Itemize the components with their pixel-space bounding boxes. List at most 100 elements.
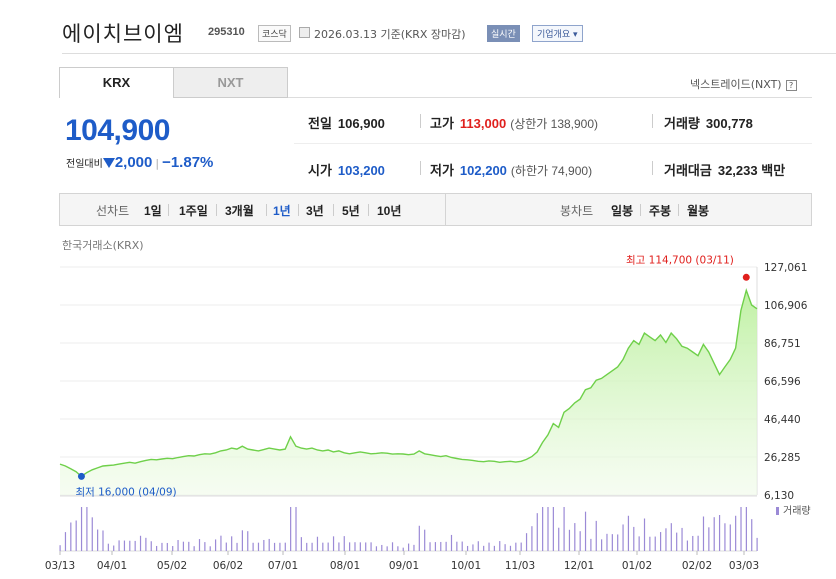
volume-bar xyxy=(70,522,72,551)
period-3y[interactable]: 3년 xyxy=(306,204,324,218)
exchange-tabs: KRX NXT xyxy=(59,67,288,98)
volume-bar xyxy=(75,520,77,551)
volume-bar xyxy=(633,526,635,551)
period-3m[interactable]: 3개월 xyxy=(225,204,254,218)
volume-bar xyxy=(525,533,528,551)
period-1w[interactable]: 1주일 xyxy=(179,204,208,218)
volume-bar xyxy=(59,545,61,551)
volume-bar xyxy=(466,545,469,551)
prev-close-value: 106,900 xyxy=(337,116,385,131)
info-divider xyxy=(420,161,421,175)
x-tick-label: 04/01 xyxy=(97,560,127,572)
clock-icon xyxy=(299,27,310,38)
max-point xyxy=(742,273,750,281)
down-arrow-icon xyxy=(102,158,115,168)
period-1d[interactable]: 1일 xyxy=(144,204,162,218)
y-tick-label: 26,285 xyxy=(764,452,801,464)
volume-bar xyxy=(472,544,474,551)
toolbar-separator xyxy=(333,204,334,216)
volume-bar xyxy=(80,507,83,551)
volume-bar xyxy=(724,523,726,551)
y-tick-label: 66,596 xyxy=(764,376,801,388)
volume-bar xyxy=(156,545,158,551)
volume-bar xyxy=(129,540,131,551)
low-label: 저가 xyxy=(430,163,454,178)
volume-bar xyxy=(445,541,447,551)
period-10y[interactable]: 10년 xyxy=(377,204,402,218)
nextrade-link[interactable]: 넥스트레이드(NXT)? xyxy=(690,76,797,92)
tab-krx[interactable]: KRX xyxy=(59,67,174,98)
period-1y[interactable]: 1년 xyxy=(273,204,291,218)
volume-bar xyxy=(676,532,678,551)
volume-bar xyxy=(220,535,222,551)
chart-toolbar: 선차트 1일 1주일 3개월 1년 3년 5년 10년 봉차트 일봉 주봉 월봉 xyxy=(59,193,812,226)
upper-limit: (상한가 138,900) xyxy=(510,117,599,131)
toolbar-separator xyxy=(678,204,679,216)
candle-weekly[interactable]: 주봉 xyxy=(649,204,672,218)
period-5y[interactable]: 5년 xyxy=(342,204,360,218)
volume-bar xyxy=(617,534,619,551)
volume-bar xyxy=(214,539,217,551)
volume-bar xyxy=(268,538,270,551)
volume-bar xyxy=(397,546,399,551)
volume-bar xyxy=(225,542,227,551)
volume-bar xyxy=(429,542,431,551)
volume-bar xyxy=(574,523,576,551)
stock-name: 에이치브이엠 xyxy=(62,22,184,46)
toolbar-separator xyxy=(368,204,369,216)
volume-bar xyxy=(692,535,694,551)
volume-bar xyxy=(365,542,367,551)
help-icon[interactable]: ? xyxy=(785,80,797,91)
volume-bar xyxy=(172,546,174,551)
info-divider xyxy=(420,114,421,128)
volume-bar xyxy=(718,515,721,551)
volume-bar xyxy=(134,540,136,551)
volume-bar xyxy=(91,517,93,551)
x-tick-label: 03/13 xyxy=(45,560,75,572)
volume-bar xyxy=(681,527,683,551)
change-label: 전일대비 xyxy=(66,159,103,170)
toolbar-divider xyxy=(445,194,446,225)
volume-bar xyxy=(177,540,179,551)
volume-bar xyxy=(311,542,313,551)
basis-time: 2026.03.13 기준(KRX 장마감) xyxy=(314,28,466,41)
volume-bar xyxy=(643,518,646,551)
price-chart[interactable]: 127,061 106,906 86,751 66,596 46,440 26,285 6,… xyxy=(0,250,836,579)
trade-value: 거래대금 32,233 백만 xyxy=(664,160,785,179)
volume-legend: 거래량 xyxy=(783,505,811,517)
y-tick-label: 86,751 xyxy=(764,338,801,350)
x-tick-label: 02/02 xyxy=(682,560,712,572)
x-tick-label: 12/01 xyxy=(564,560,594,572)
company-overview-button[interactable]: 기업개요 ▾ xyxy=(532,25,583,42)
volume-bar xyxy=(139,535,142,551)
lower-limit: (하한가 74,900) xyxy=(510,164,593,178)
volume-bar xyxy=(290,507,292,551)
tab-divider xyxy=(288,97,812,98)
realtime-badge[interactable]: 실시간 xyxy=(487,25,520,42)
volume-bar xyxy=(552,507,554,551)
stock-code: 295310 xyxy=(208,26,245,38)
volume-bar xyxy=(483,545,485,551)
volume-bar xyxy=(349,542,351,551)
volume-bar xyxy=(702,516,705,551)
candle-daily[interactable]: 일봉 xyxy=(611,204,634,218)
x-tick-label: 11/03 xyxy=(505,560,535,572)
candle-monthly[interactable]: 월봉 xyxy=(687,204,710,218)
separator: | xyxy=(155,157,160,170)
volume-legend-swatch xyxy=(776,507,779,515)
high-value: 113,000 xyxy=(459,116,507,131)
toolbar-separator xyxy=(216,204,217,216)
low-price: 저가 102,200 (하한가 74,900) xyxy=(430,160,592,179)
volume-bar xyxy=(665,528,667,551)
y-tick-label: 106,906 xyxy=(764,300,808,312)
volume-bar xyxy=(386,546,388,551)
volume-bar xyxy=(450,534,453,551)
volume-bar xyxy=(338,542,340,551)
volume-bar xyxy=(359,542,361,551)
volume-bar xyxy=(204,542,206,551)
tab-nxt[interactable]: NXT xyxy=(173,67,288,98)
nextrade-link-label[interactable]: 넥스트레이드(NXT) xyxy=(690,78,782,91)
volume-bar xyxy=(520,542,522,551)
volume-bar xyxy=(499,541,501,551)
volume-bar xyxy=(424,529,426,551)
